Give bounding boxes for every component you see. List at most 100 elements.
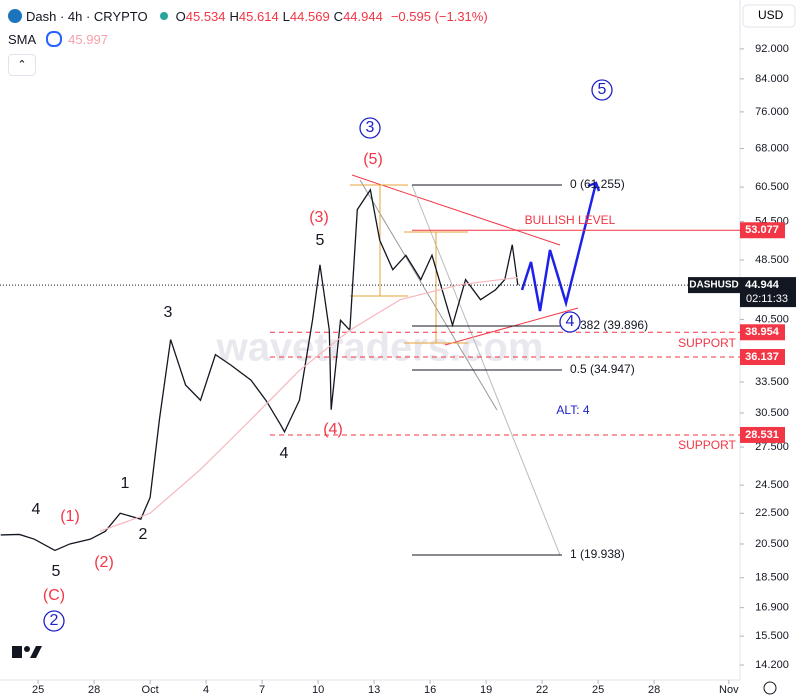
tv-logo xyxy=(12,646,42,658)
ohlc-value: 44.569 xyxy=(289,8,330,24)
fib-label: 0 (61.255) xyxy=(570,177,625,191)
y-tick-label: 22.500 xyxy=(755,507,789,519)
triangle-upper xyxy=(351,174,561,246)
sma-value: 45.997 xyxy=(68,31,108,47)
fib-label: 1 (19.938) xyxy=(570,547,625,561)
ohlc-value: 45.614 xyxy=(238,8,279,24)
wave-label: BULLISH LEVEL xyxy=(525,213,616,227)
x-tick-label: 4 xyxy=(203,684,209,696)
wave-label: 5 xyxy=(316,232,325,249)
projection-arrow xyxy=(587,181,601,192)
wave-label: 2 xyxy=(139,526,148,543)
x-tick-label: 10 xyxy=(312,684,324,696)
y-tick-label: 24.500 xyxy=(755,479,789,491)
settings-icon[interactable] xyxy=(763,681,777,695)
y-tick-label: 20.500 xyxy=(755,538,789,550)
wave-label: (1) xyxy=(60,508,80,525)
x-tick-label: Oct xyxy=(142,684,159,696)
logo-part xyxy=(30,646,42,658)
logo-part xyxy=(12,646,22,658)
fib-label: 0.382 (39.896) xyxy=(570,318,648,332)
wave-label: ALT: 4 xyxy=(556,403,589,417)
drawings xyxy=(350,174,601,556)
wave-label: 3 xyxy=(366,119,375,136)
countdown: 02:11:33 xyxy=(746,293,788,305)
fib-label: 0.5 (34.947) xyxy=(570,362,635,376)
status-dot xyxy=(159,12,168,20)
wave-label: SUPPORT xyxy=(678,336,736,350)
collapse-button[interactable]: ⌃ xyxy=(8,54,36,76)
indicator-name[interactable]: SMA xyxy=(8,31,37,47)
level-label: 28.531 xyxy=(745,429,779,441)
ohlc-value: 45.534 xyxy=(185,8,226,24)
wave-label: 4 xyxy=(280,445,289,462)
series-line xyxy=(0,188,519,552)
x-tick-label: 13 xyxy=(368,684,380,696)
y-tick-label: 16.900 xyxy=(755,602,789,614)
wave-label: 3 xyxy=(164,304,173,321)
wave-label: (5) xyxy=(363,151,383,168)
ohlc-key: H xyxy=(229,8,239,24)
ohlc-key: C xyxy=(333,8,344,24)
symbol-title[interactable]: Dash · 4h · CRYPTO xyxy=(26,8,148,24)
wave-label: 5 xyxy=(598,81,607,98)
currency[interactable]: USD xyxy=(758,8,784,22)
wave-circle xyxy=(591,79,613,101)
ohlc-key: L xyxy=(282,8,290,24)
wave-circle xyxy=(559,311,581,333)
ohlc-key: O xyxy=(175,8,186,24)
wave-label: 4 xyxy=(32,501,41,518)
level-label: 53.077 xyxy=(745,224,779,236)
wave-label: (C) xyxy=(43,587,65,604)
level-box xyxy=(740,426,785,443)
change: −0.595 (−1.31%) xyxy=(390,8,488,24)
y-tick-label: 30.500 xyxy=(755,407,789,419)
wave-label: 4 xyxy=(566,313,575,330)
symbol-icon xyxy=(8,9,22,23)
wave-label: (4) xyxy=(323,421,343,438)
y-tick-label: 76.000 xyxy=(755,106,789,118)
y-tick-label: 27.500 xyxy=(755,441,789,453)
level-label: 38.954 xyxy=(745,326,780,338)
x-tick-label: Nov xyxy=(719,684,739,696)
x-tick-label: 28 xyxy=(648,684,660,696)
y-tick-label: 48.500 xyxy=(755,254,789,266)
logo-part xyxy=(24,646,30,652)
header: Dash · 4h · CRYPTO O45.534 H45.614 L44.569… xyxy=(0,5,492,27)
y-tick-label: 92.000 xyxy=(755,43,789,55)
wave-label: (3) xyxy=(309,209,329,226)
level-box xyxy=(740,324,785,341)
wave-label: (2) xyxy=(94,554,114,571)
wave-label: SUPPORT xyxy=(678,438,736,452)
y-tick-label: 14.200 xyxy=(755,659,789,671)
x-tick-label: 25 xyxy=(32,684,44,696)
level-box xyxy=(740,222,785,239)
x-tick-label: 16 xyxy=(424,684,436,696)
y-tick-label: 40.500 xyxy=(755,313,789,325)
x-tick-label: 25 xyxy=(592,684,604,696)
price-box xyxy=(740,277,796,308)
symbol-box xyxy=(688,277,740,294)
channel-line xyxy=(359,179,498,411)
currency-button[interactable] xyxy=(742,4,796,28)
wave-circle xyxy=(359,117,381,139)
indicator-row: SMA 45.997 xyxy=(8,28,112,50)
x-tick-label: 19 xyxy=(480,684,492,696)
y-tick-label: 15.500 xyxy=(755,630,789,642)
y-tick-label: 84.000 xyxy=(755,73,789,85)
x-tick-label: 28 xyxy=(88,684,100,696)
y-tick-label: 18.500 xyxy=(755,572,789,584)
wave-label: 2 xyxy=(50,612,59,629)
ohlc: O45.534 H45.614 L44.569 C44.944 xyxy=(176,9,387,24)
wave-label: 5 xyxy=(52,563,61,580)
indicator-eye[interactable] xyxy=(46,31,63,47)
series-line xyxy=(99,276,518,532)
wave-circle xyxy=(43,610,65,632)
wave-label: 1 xyxy=(121,475,130,492)
symbol-label: DASHUSD xyxy=(689,280,738,291)
y-tick-label: 68.000 xyxy=(755,142,789,154)
y-tick-label: 33.500 xyxy=(755,376,789,388)
ohlc-value: 44.944 xyxy=(343,8,383,24)
